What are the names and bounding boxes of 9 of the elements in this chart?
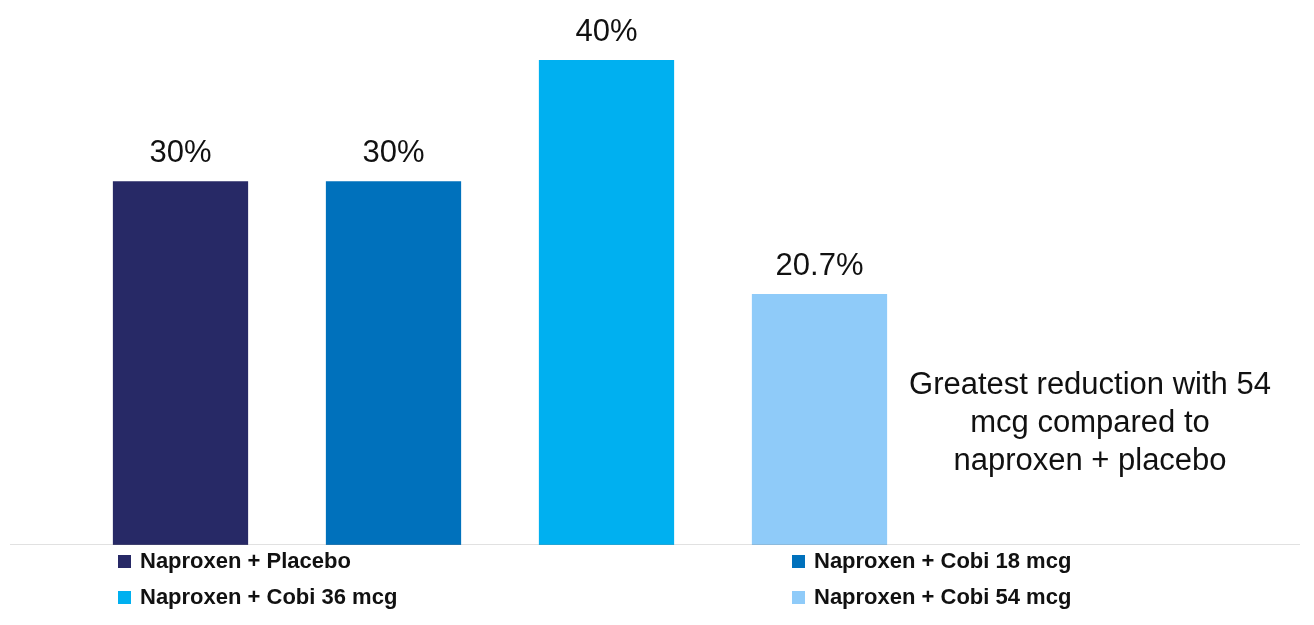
data-label: 30% <box>149 134 212 170</box>
legend-label: Naproxen + Cobi 18 mcg <box>814 548 1072 574</box>
data-label: 20.7% <box>775 247 864 283</box>
data-label: 40% <box>575 13 638 49</box>
legend-label: Naproxen + Placebo <box>140 548 351 574</box>
annotation: Greatest reduction with 54 mcg compared to naproxen + placebo <box>908 365 1272 479</box>
legend-label: Naproxen + Cobi 36 mcg <box>140 584 398 610</box>
data-label: 30% <box>362 134 425 170</box>
legend-label: Naproxen + Cobi 54 mcg <box>814 584 1072 610</box>
